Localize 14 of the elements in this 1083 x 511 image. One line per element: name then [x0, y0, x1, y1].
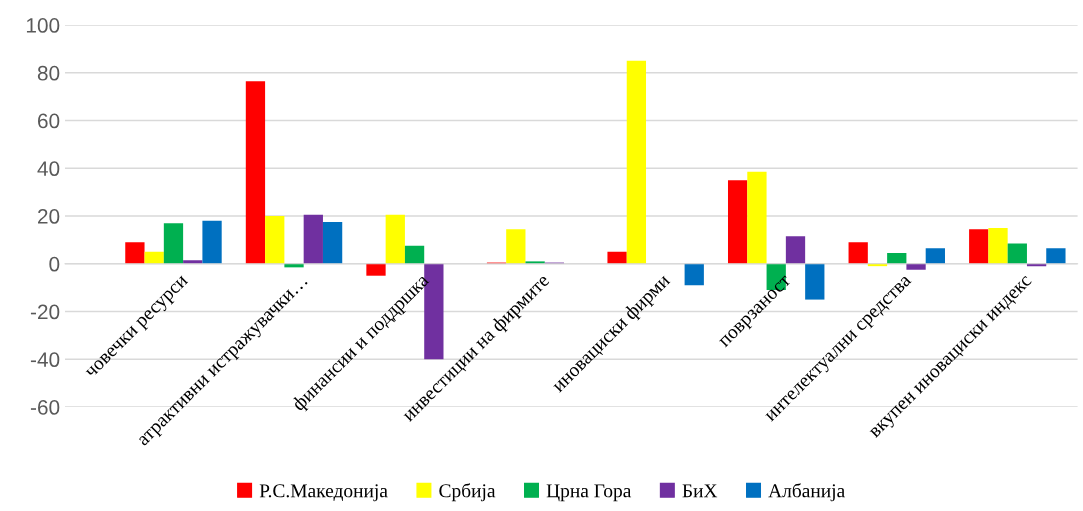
legend-label: Србија — [439, 483, 496, 502]
y-tick-label: 60 — [38, 113, 60, 129]
y-tick-label: 20 — [38, 209, 60, 224]
y-tick-label: 100 — [26, 18, 60, 33]
legend-label: Албанија — [768, 483, 845, 502]
y-tick-label: -20 — [30, 304, 60, 320]
legend-label: Црна Гора — [546, 484, 632, 502]
y-tick-label: -40 — [30, 352, 60, 368]
y-tick-label: 0 — [49, 256, 60, 272]
legend-label: Р.С.Македонија — [259, 484, 388, 502]
y-tick-label: -60 — [30, 400, 60, 415]
y-tick-label: 80 — [37, 65, 60, 81]
y-tick-label: 40 — [37, 161, 60, 177]
legend-label: БиХ — [682, 484, 718, 498]
